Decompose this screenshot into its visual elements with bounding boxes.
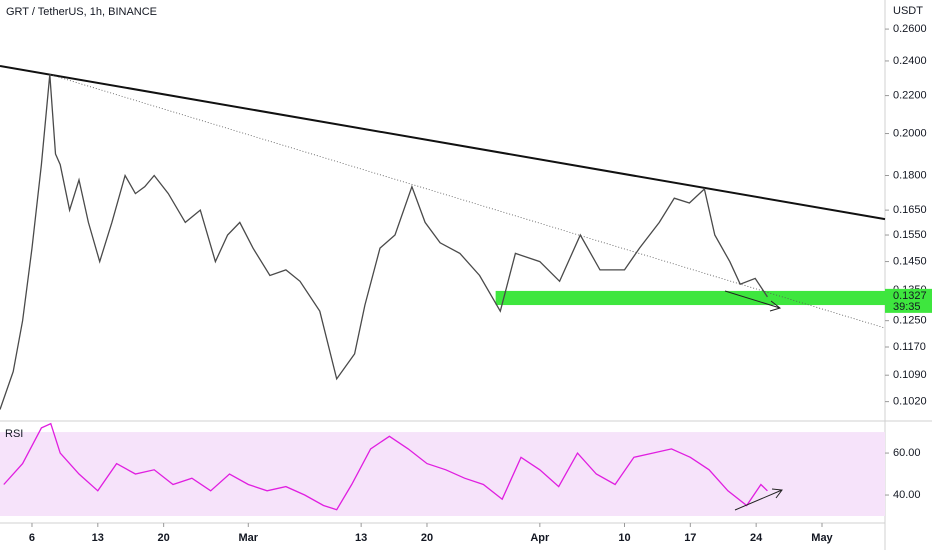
- x-tick-label: 10: [618, 532, 630, 544]
- y-tick-label: 40.00: [893, 489, 921, 501]
- countdown: 39:35: [893, 301, 921, 313]
- x-tick-label: 13: [92, 532, 104, 544]
- x-tick-label: 24: [750, 532, 763, 544]
- last-price-label: 0.1327: [893, 290, 927, 302]
- arrow: [724, 290, 782, 312]
- x-tick-label: 17: [684, 532, 696, 544]
- y-tick-label: 0.1250: [893, 315, 927, 327]
- y-tick-label: 0.2200: [893, 89, 927, 101]
- y-tick-label: 60.00: [893, 447, 921, 459]
- y-tick-label: 0.1650: [893, 204, 927, 216]
- x-tick-label: 13: [355, 532, 367, 544]
- y-tick-label: 0.2600: [893, 23, 927, 35]
- y-tick-label: 0.1550: [893, 229, 927, 241]
- y-tick-label: 0.2000: [893, 127, 927, 139]
- series-line: [0, 74, 768, 410]
- x-tick-label: May: [811, 532, 833, 544]
- last-price-box: [885, 288, 932, 313]
- y-tick-label: 0.1170: [893, 341, 926, 353]
- y-tick-label: 0.1800: [893, 169, 927, 181]
- arrow: [734, 488, 783, 511]
- plot-layer: [0, 28, 889, 527]
- chart-title: GRT / TetherUS, 1h, BINANCE: [6, 6, 157, 18]
- x-tick-label: 6: [29, 532, 35, 544]
- y-axis-label: USDT: [893, 5, 923, 17]
- x-tick-label: 20: [158, 532, 170, 544]
- x-tick-label: Apr: [530, 532, 550, 544]
- rsi-title: RSI: [5, 428, 23, 440]
- x-tick-label: Mar: [239, 532, 259, 544]
- trendline: [0, 64, 886, 221]
- y-tick-label: 0.1020: [893, 396, 927, 408]
- y-tick-label: 0.1450: [893, 255, 927, 267]
- support-zone: [495, 290, 885, 306]
- series-line: [3, 422, 768, 511]
- y-tick-label: 0.2400: [893, 55, 927, 67]
- rsi-band: [0, 432, 885, 517]
- y-tick-label: 0.1090: [893, 369, 927, 381]
- x-tick-label: 20: [421, 532, 433, 544]
